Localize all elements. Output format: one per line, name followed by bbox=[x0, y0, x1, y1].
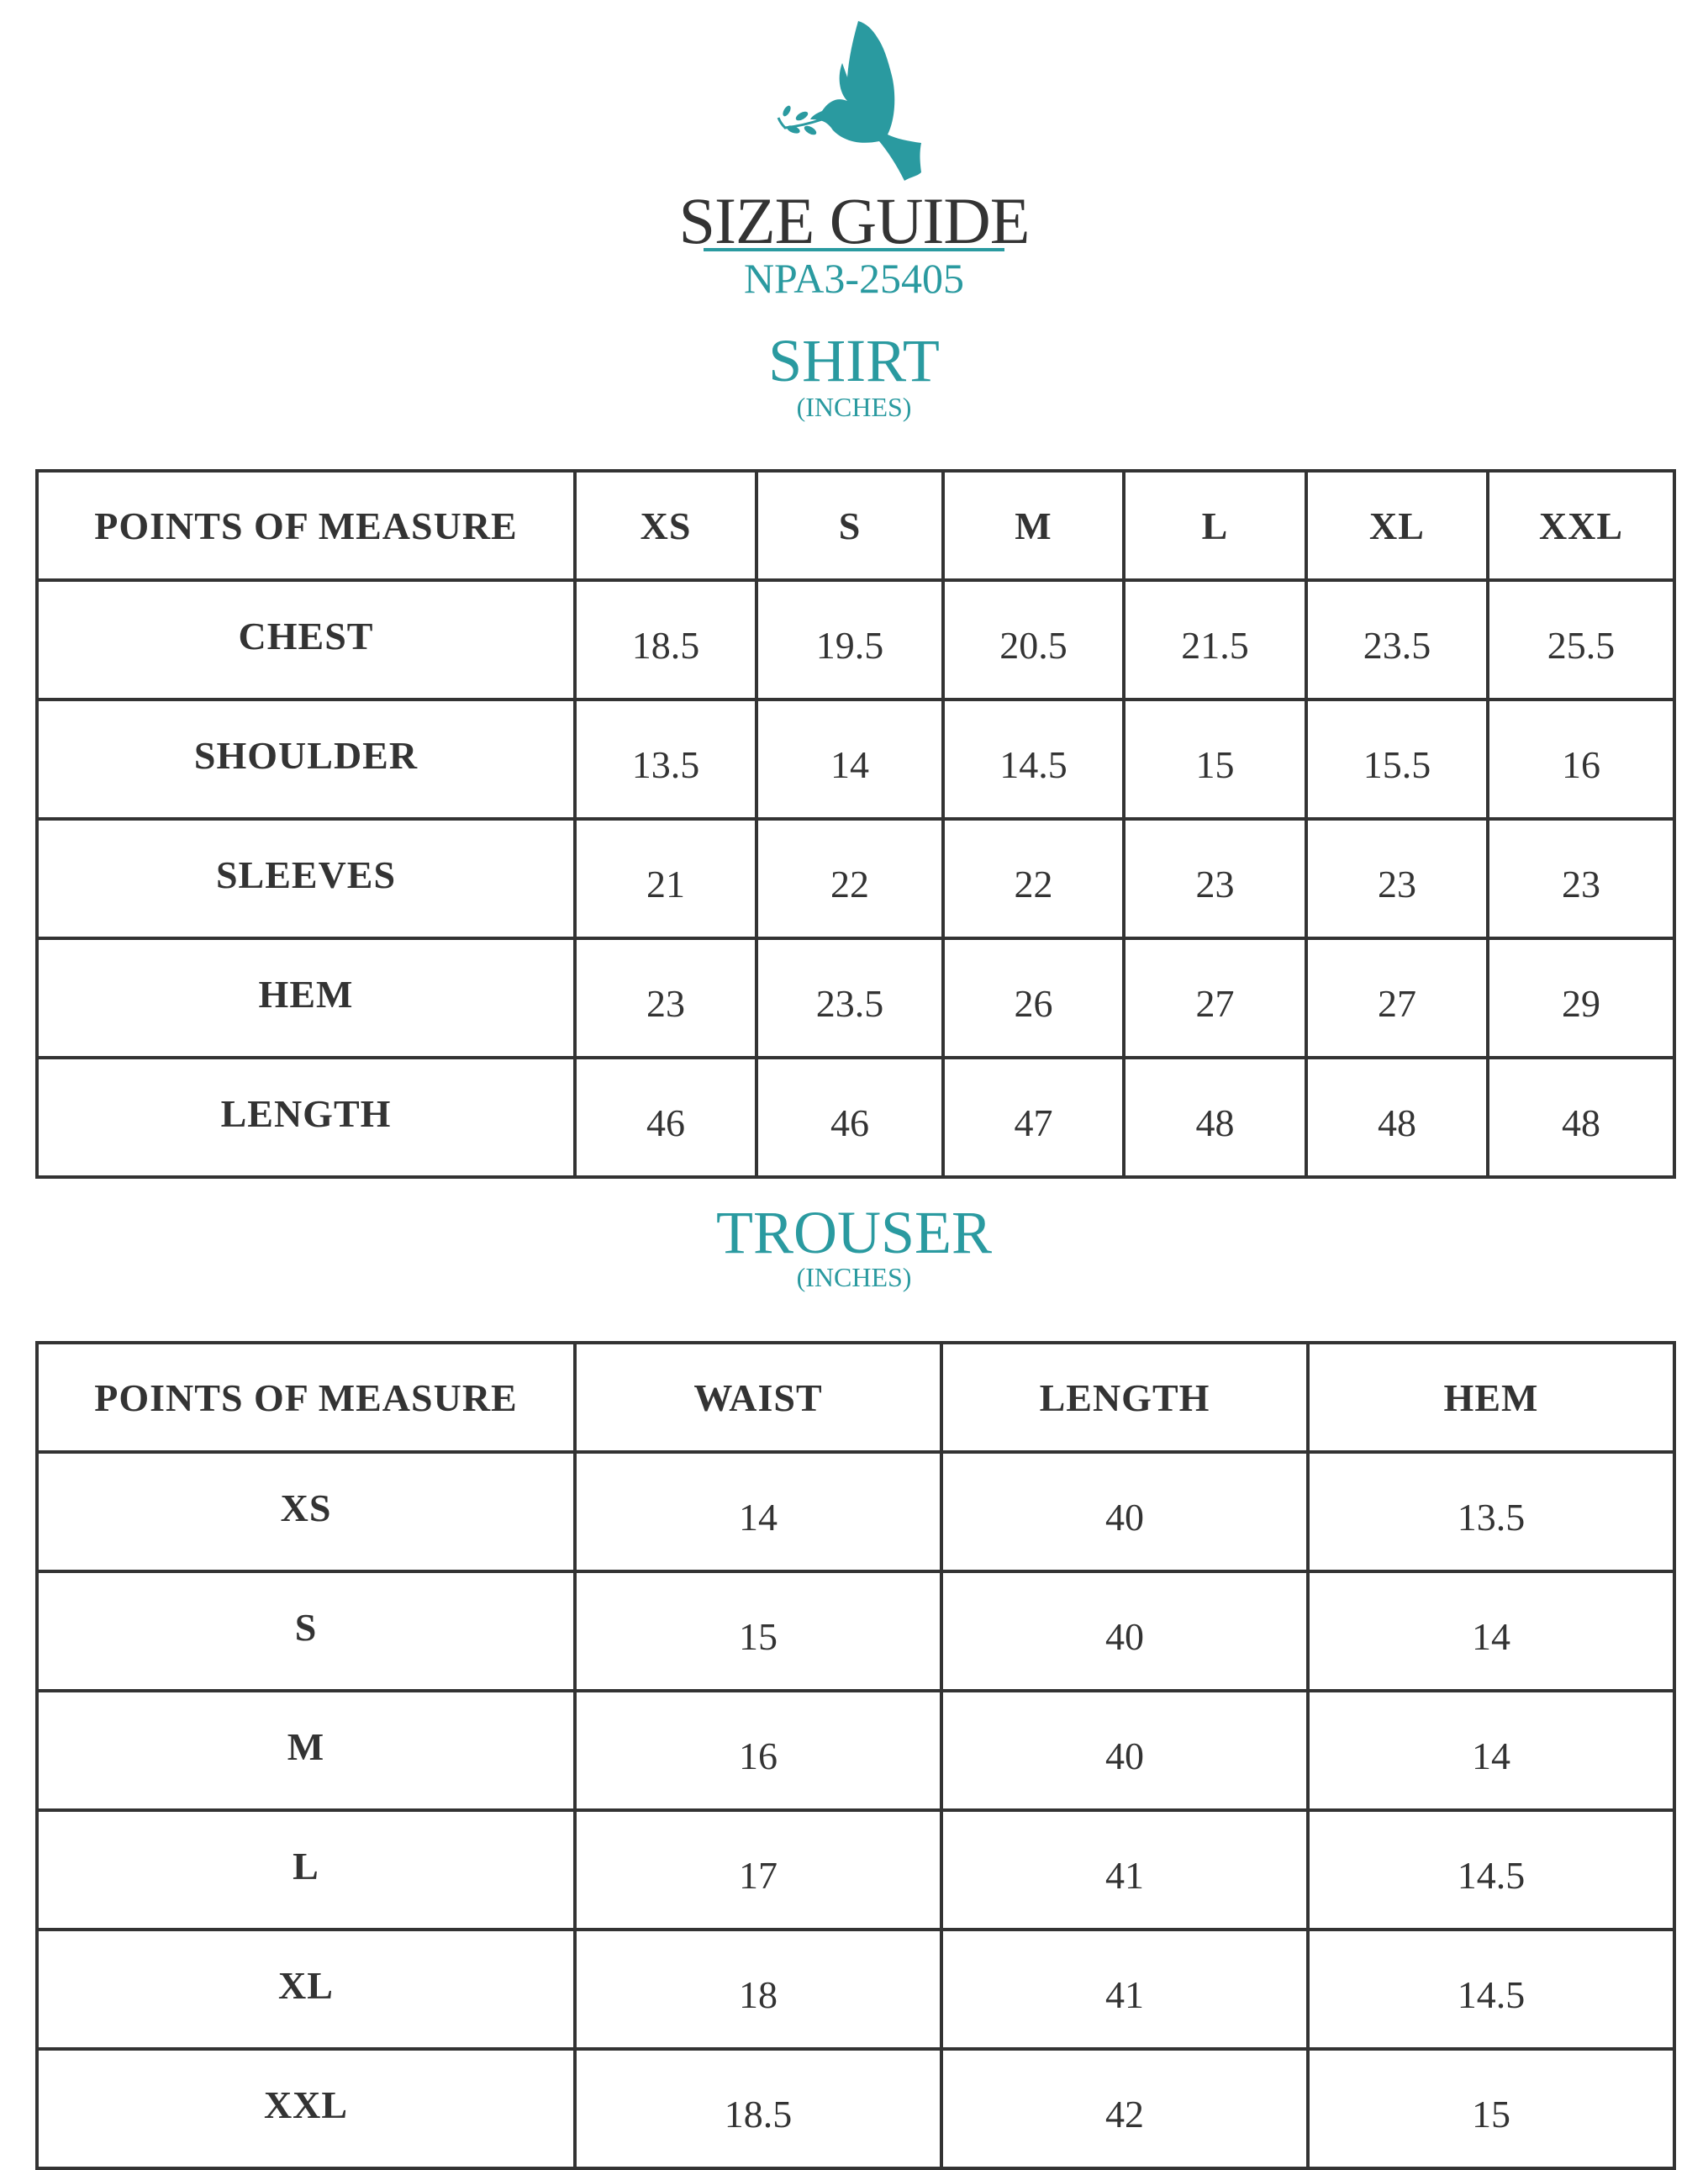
table-cell: 13.5 bbox=[573, 698, 758, 821]
table-row: M 16 40 14 bbox=[35, 1689, 1676, 1812]
table-cell: 25.5 bbox=[1486, 578, 1676, 701]
table-cell: 41 bbox=[940, 1928, 1310, 2051]
column-header: XXL bbox=[1486, 469, 1676, 582]
table-row: LENGTH 46 46 47 48 48 48 bbox=[35, 1056, 1676, 1179]
table-row: S 15 40 14 bbox=[35, 1570, 1676, 1692]
table-row: XXL 18.5 42 15 bbox=[35, 2047, 1676, 2170]
table-header-row: POINTS OF MEASURE WAIST LENGTH HEM bbox=[35, 1341, 1676, 1454]
table-row: XL 18 41 14.5 bbox=[35, 1928, 1676, 2051]
table-cell: 48 bbox=[1486, 1056, 1676, 1179]
table-cell: 46 bbox=[573, 1056, 758, 1179]
column-header: M bbox=[941, 469, 1125, 582]
column-header: HEM bbox=[1306, 1341, 1676, 1454]
table-cell: 18 bbox=[573, 1928, 943, 2051]
table-cell: 42 bbox=[940, 2047, 1310, 2170]
table-cell: 22 bbox=[755, 817, 945, 940]
table-cell: 14.5 bbox=[1306, 1928, 1676, 2051]
row-label: M bbox=[35, 1689, 577, 1812]
column-header: POINTS OF MEASURE bbox=[35, 469, 577, 582]
table-cell: 14 bbox=[1306, 1689, 1676, 1812]
table-cell: 40 bbox=[940, 1450, 1310, 1573]
row-label: S bbox=[35, 1570, 577, 1692]
column-header: XL bbox=[1305, 469, 1489, 582]
table-cell: 20.5 bbox=[941, 578, 1125, 701]
table-cell: 23.5 bbox=[1305, 578, 1489, 701]
table-cell: 48 bbox=[1122, 1056, 1308, 1179]
table-cell: 15 bbox=[573, 1570, 943, 1692]
table-header-row: POINTS OF MEASURE XS S M L XL XXL bbox=[35, 469, 1676, 582]
table-cell: 29 bbox=[1486, 937, 1676, 1059]
table-cell: 18.5 bbox=[573, 2047, 943, 2170]
table-cell: 15 bbox=[1122, 698, 1308, 821]
dove-logo-icon bbox=[777, 21, 921, 181]
row-label: HEM bbox=[35, 937, 577, 1059]
column-header: LENGTH bbox=[940, 1341, 1310, 1454]
column-header: S bbox=[755, 469, 945, 582]
column-header: XS bbox=[573, 469, 758, 582]
table-cell: 22 bbox=[941, 817, 1125, 940]
table-cell: 14.5 bbox=[1306, 1808, 1676, 1931]
trouser-unit-label: (INCHES) bbox=[796, 1262, 912, 1292]
table-cell: 21 bbox=[573, 817, 758, 940]
table-row: HEM 23 23.5 26 27 27 29 bbox=[35, 937, 1676, 1059]
row-label: L bbox=[35, 1808, 577, 1931]
table-cell: 16 bbox=[573, 1689, 943, 1812]
table-cell: 17 bbox=[573, 1808, 943, 1931]
table-cell: 14 bbox=[1306, 1570, 1676, 1692]
row-label: XL bbox=[35, 1928, 577, 2051]
trouser-section-title: TROUSER bbox=[715, 1199, 993, 1266]
table-row: SHOULDER 13.5 14 14.5 15 15.5 16 bbox=[35, 698, 1676, 821]
shirt-size-table: POINTS OF MEASURE XS S M L XL XXL CHEST 1… bbox=[35, 469, 1676, 1179]
row-label: SHOULDER bbox=[35, 698, 577, 821]
row-label: SLEEVES bbox=[35, 817, 577, 940]
table-cell: 23 bbox=[1122, 817, 1308, 940]
table-cell: 23 bbox=[1486, 817, 1676, 940]
row-label: XS bbox=[35, 1450, 577, 1573]
row-label: XXL bbox=[35, 2047, 577, 2170]
table-cell: 14 bbox=[573, 1450, 943, 1573]
table-cell: 47 bbox=[941, 1056, 1125, 1179]
table-cell: 13.5 bbox=[1306, 1450, 1676, 1573]
column-header: L bbox=[1122, 469, 1308, 582]
table-cell: 23 bbox=[573, 937, 758, 1059]
shirt-unit-label: (INCHES) bbox=[796, 392, 912, 422]
page-title: SIZE GUIDE bbox=[678, 184, 1031, 257]
table-row: CHEST 18.5 19.5 20.5 21.5 23.5 25.5 bbox=[35, 578, 1676, 701]
table-cell: 19.5 bbox=[755, 578, 945, 701]
table-cell: 48 bbox=[1305, 1056, 1489, 1179]
table-cell: 27 bbox=[1305, 937, 1489, 1059]
row-label: CHEST bbox=[35, 578, 577, 701]
table-row: L 17 41 14.5 bbox=[35, 1808, 1676, 1931]
table-row: XS 14 40 13.5 bbox=[35, 1450, 1676, 1573]
table-cell: 23 bbox=[1305, 817, 1489, 940]
table-cell: 40 bbox=[940, 1689, 1310, 1812]
product-code: NPA3-25405 bbox=[743, 255, 965, 302]
column-header: WAIST bbox=[573, 1341, 943, 1454]
shirt-section-title: SHIRT bbox=[768, 327, 940, 394]
table-cell: 23.5 bbox=[755, 937, 945, 1059]
table-cell: 15.5 bbox=[1305, 698, 1489, 821]
table-cell: 14.5 bbox=[941, 698, 1125, 821]
row-label: LENGTH bbox=[35, 1056, 577, 1179]
table-cell: 15 bbox=[1306, 2047, 1676, 2170]
trouser-size-table: POINTS OF MEASURE WAIST LENGTH HEM XS 14 4… bbox=[35, 1341, 1676, 2170]
table-row: SLEEVES 21 22 22 23 23 23 bbox=[35, 817, 1676, 940]
table-cell: 26 bbox=[941, 937, 1125, 1059]
title-divider bbox=[704, 248, 1004, 251]
column-header: POINTS OF MEASURE bbox=[35, 1341, 577, 1454]
table-cell: 41 bbox=[940, 1808, 1310, 1931]
table-cell: 16 bbox=[1486, 698, 1676, 821]
table-cell: 21.5 bbox=[1122, 578, 1308, 701]
table-cell: 46 bbox=[755, 1056, 945, 1179]
table-cell: 14 bbox=[755, 698, 945, 821]
table-cell: 40 bbox=[940, 1570, 1310, 1692]
table-cell: 27 bbox=[1122, 937, 1308, 1059]
table-cell: 18.5 bbox=[573, 578, 758, 701]
